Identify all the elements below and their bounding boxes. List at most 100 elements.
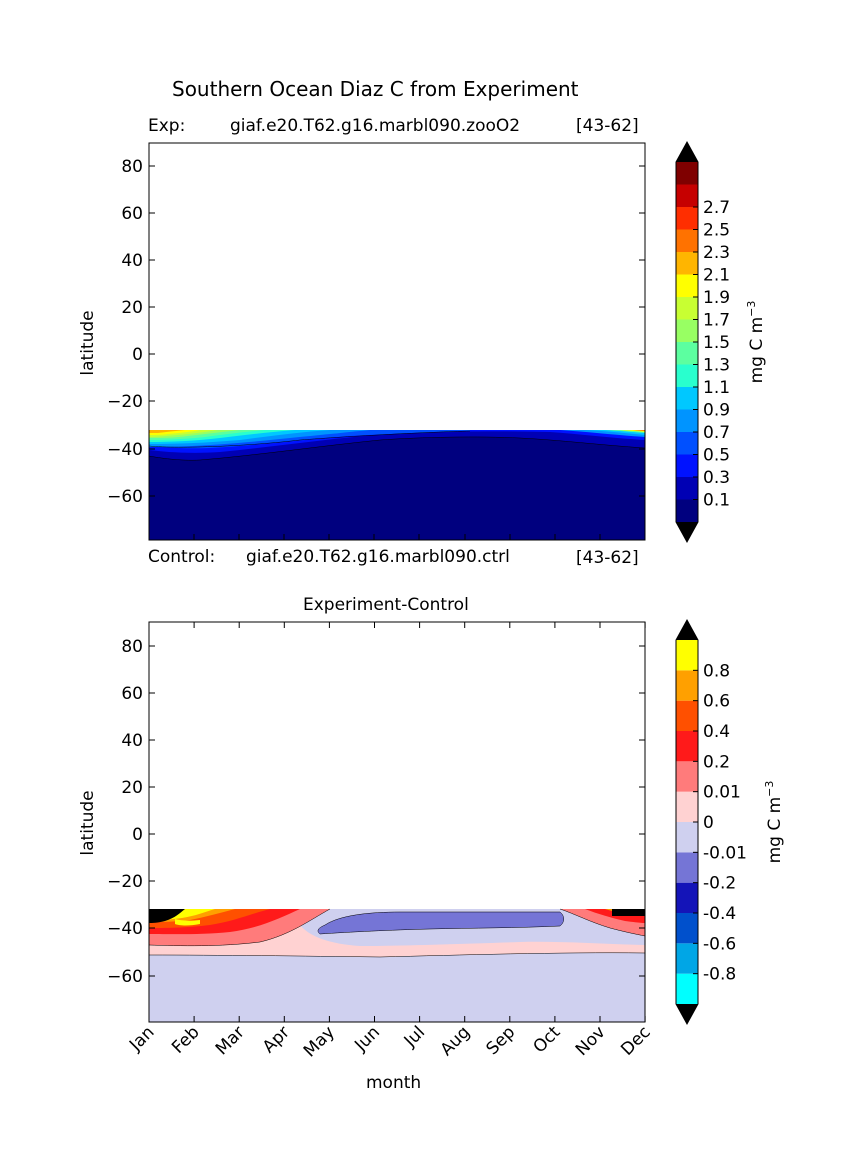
- bottom-colorbar-swatch: [676, 943, 698, 974]
- bottom-field-contour: [317, 911, 564, 935]
- top-colorbar-swatch: [676, 364, 698, 387]
- top-colorbar-swatch: [676, 184, 698, 207]
- bottom-colorbar-level-label: -0.8: [703, 965, 736, 985]
- month-label: Jul: [400, 1022, 429, 1051]
- top-ytick-label: 20: [121, 298, 143, 318]
- top-colorbar-over-arrow: [676, 142, 698, 162]
- bottom-colorbar-swatch: [676, 640, 698, 671]
- bottom-ytick-label: 80: [121, 637, 143, 657]
- top-colorbar-level-label: 0.3: [703, 468, 730, 488]
- bottom-colorbar-outline: [675, 618, 699, 1026]
- bottom-ytick-label: 0: [132, 825, 143, 845]
- top-contour-line: [149, 430, 471, 448]
- top-colorbar-level-label: 1.9: [703, 288, 730, 308]
- top-ytick-label: −40: [107, 440, 143, 460]
- month-label: Nov: [572, 1022, 610, 1060]
- bottom-colorbar-over-arrow: [676, 620, 698, 640]
- bottom-colorbar-swatch: [676, 822, 698, 853]
- top-colorbar-under-arrow: [676, 522, 698, 542]
- bottom-colorbar-level-label: -0.4: [703, 904, 736, 924]
- bottom-yaxis: 80 60 40 20 0 −20 −40 −60: [107, 637, 645, 987]
- top-colorbar-swatch: [676, 252, 698, 275]
- top-ytick-label: 0: [132, 345, 143, 365]
- top-colorbar-swatch: [676, 162, 698, 185]
- top-xaxis-ticks: [193, 534, 601, 540]
- top-ytick-label: 60: [121, 204, 143, 224]
- bottom-field-contour: [175, 919, 200, 926]
- top-colorbar-level-label: 1.5: [703, 333, 730, 353]
- top-colorbar-swatch: [676, 409, 698, 432]
- month-label: Mar: [212, 1022, 249, 1059]
- top-colorbar-level-label: 1.1: [703, 378, 730, 398]
- bottom-colorbar-swatch: [676, 913, 698, 944]
- bottom-colorbar-swatch: [676, 791, 698, 822]
- bottom-colorbar-level-label: -0.6: [703, 934, 736, 954]
- bottom-colorbar-swatch: [676, 670, 698, 701]
- bottom-colorbar-level-label: 0.8: [703, 661, 730, 681]
- top-colorbar-swatch: [676, 342, 698, 365]
- top-colorbar-level-label: 0.1: [703, 491, 730, 511]
- bottom-colorbar-level-label: -0.2: [703, 874, 736, 894]
- top-colorbar-swatch: [676, 432, 698, 455]
- top-colorbar-swatch: [676, 274, 698, 297]
- control-case-name: giaf.e20.T62.g16.marbl090.ctrl: [246, 547, 510, 567]
- bottom-ytick-label: −60: [107, 967, 143, 987]
- top-colorbar-swatch: [676, 387, 698, 410]
- bottom-colorbar-swatch: [676, 731, 698, 762]
- top-plot-frame: [148, 142, 646, 541]
- top-colorbar-swatch: [676, 229, 698, 252]
- bottom-xlabel: month: [366, 1073, 422, 1093]
- top-colorbar-swatch: [676, 499, 698, 522]
- top-colorbar-level-label: 2.7: [703, 198, 730, 218]
- top-colorbar-outline: [675, 140, 699, 544]
- bottom-colorbar-level-label: 0.4: [703, 722, 730, 742]
- bottom-colorbar: -0.8 -0.6 -0.4 -0.2 -0.01 0 0.01 0.2 0.4 0.6 0.8: [675, 618, 747, 1026]
- top-colorbar-level-label: 1.3: [703, 356, 730, 376]
- month-label: Feb: [168, 1022, 203, 1057]
- bottom-ytick-label: 40: [121, 731, 143, 751]
- bottom-contour-line: [559, 908, 645, 937]
- bottom-colorbar-level-label: 0.01: [703, 783, 741, 803]
- control-label: Control:: [148, 547, 216, 567]
- bottom-colorbar-swatch: [676, 973, 698, 1004]
- bottom-colorbar-swatch: [676, 700, 698, 731]
- bottom-plot: [149, 622, 645, 1022]
- month-label: Dec: [617, 1022, 654, 1059]
- figure-title: Southern Ocean Diaz C from Experiment: [172, 77, 579, 101]
- month-label: Sep: [483, 1022, 520, 1059]
- top-plot: [149, 143, 645, 540]
- top-contour-line: [149, 436, 645, 461]
- top-colorbar-level-label: 2.3: [703, 243, 730, 263]
- diff-panel-title: Experiment-Control: [303, 595, 469, 615]
- month-label: Jan: [125, 1022, 158, 1055]
- top-colorbar-level-label: 0.7: [703, 423, 730, 443]
- top-ytick-label: 40: [121, 251, 143, 271]
- top-colorbar-level-label: 0.9: [703, 401, 730, 421]
- bottom-ytick-label: 60: [121, 684, 143, 704]
- control-year-range: [43-62]: [576, 548, 639, 568]
- top-colorbar-level-label: 2.1: [703, 266, 730, 286]
- bottom-contour-line: [149, 908, 331, 947]
- top-colorbar-swatch: [676, 207, 698, 230]
- exp-case-name: giaf.e20.T62.g16.marbl090.zooO2: [230, 116, 521, 136]
- top-colorbar: 0.1 0.30.5 0.70.9 1.11.3 1.51.7 1.92.1 2.32.5 2…: [675, 140, 730, 544]
- month-label: Aug: [437, 1022, 475, 1060]
- bottom-colorbar-under-arrow: [676, 1004, 698, 1024]
- top-colorbar-swatch: [676, 297, 698, 320]
- top-colorbar-swatch: [676, 319, 698, 342]
- bottom-colorbar-level-label: 0.6: [703, 692, 730, 712]
- bottom-colorbar-swatch: [676, 761, 698, 792]
- bottom-field-contour: [149, 909, 185, 923]
- bottom-colorbar-level-label: 0: [703, 813, 714, 833]
- month-label: May: [300, 1022, 339, 1061]
- month-label: Apr: [259, 1022, 294, 1057]
- top-ytick-label: −20: [107, 392, 143, 412]
- bottom-ytick-label: 20: [121, 778, 143, 798]
- top-field-contour: [149, 430, 185, 433]
- exp-label: Exp:: [148, 116, 186, 136]
- bottom-colorbar-level-label: -0.01: [703, 843, 747, 863]
- top-colorbar-swatch: [676, 454, 698, 477]
- bottom-colorbar-swatch: [676, 852, 698, 883]
- bottom-plot-frame: [148, 621, 646, 1023]
